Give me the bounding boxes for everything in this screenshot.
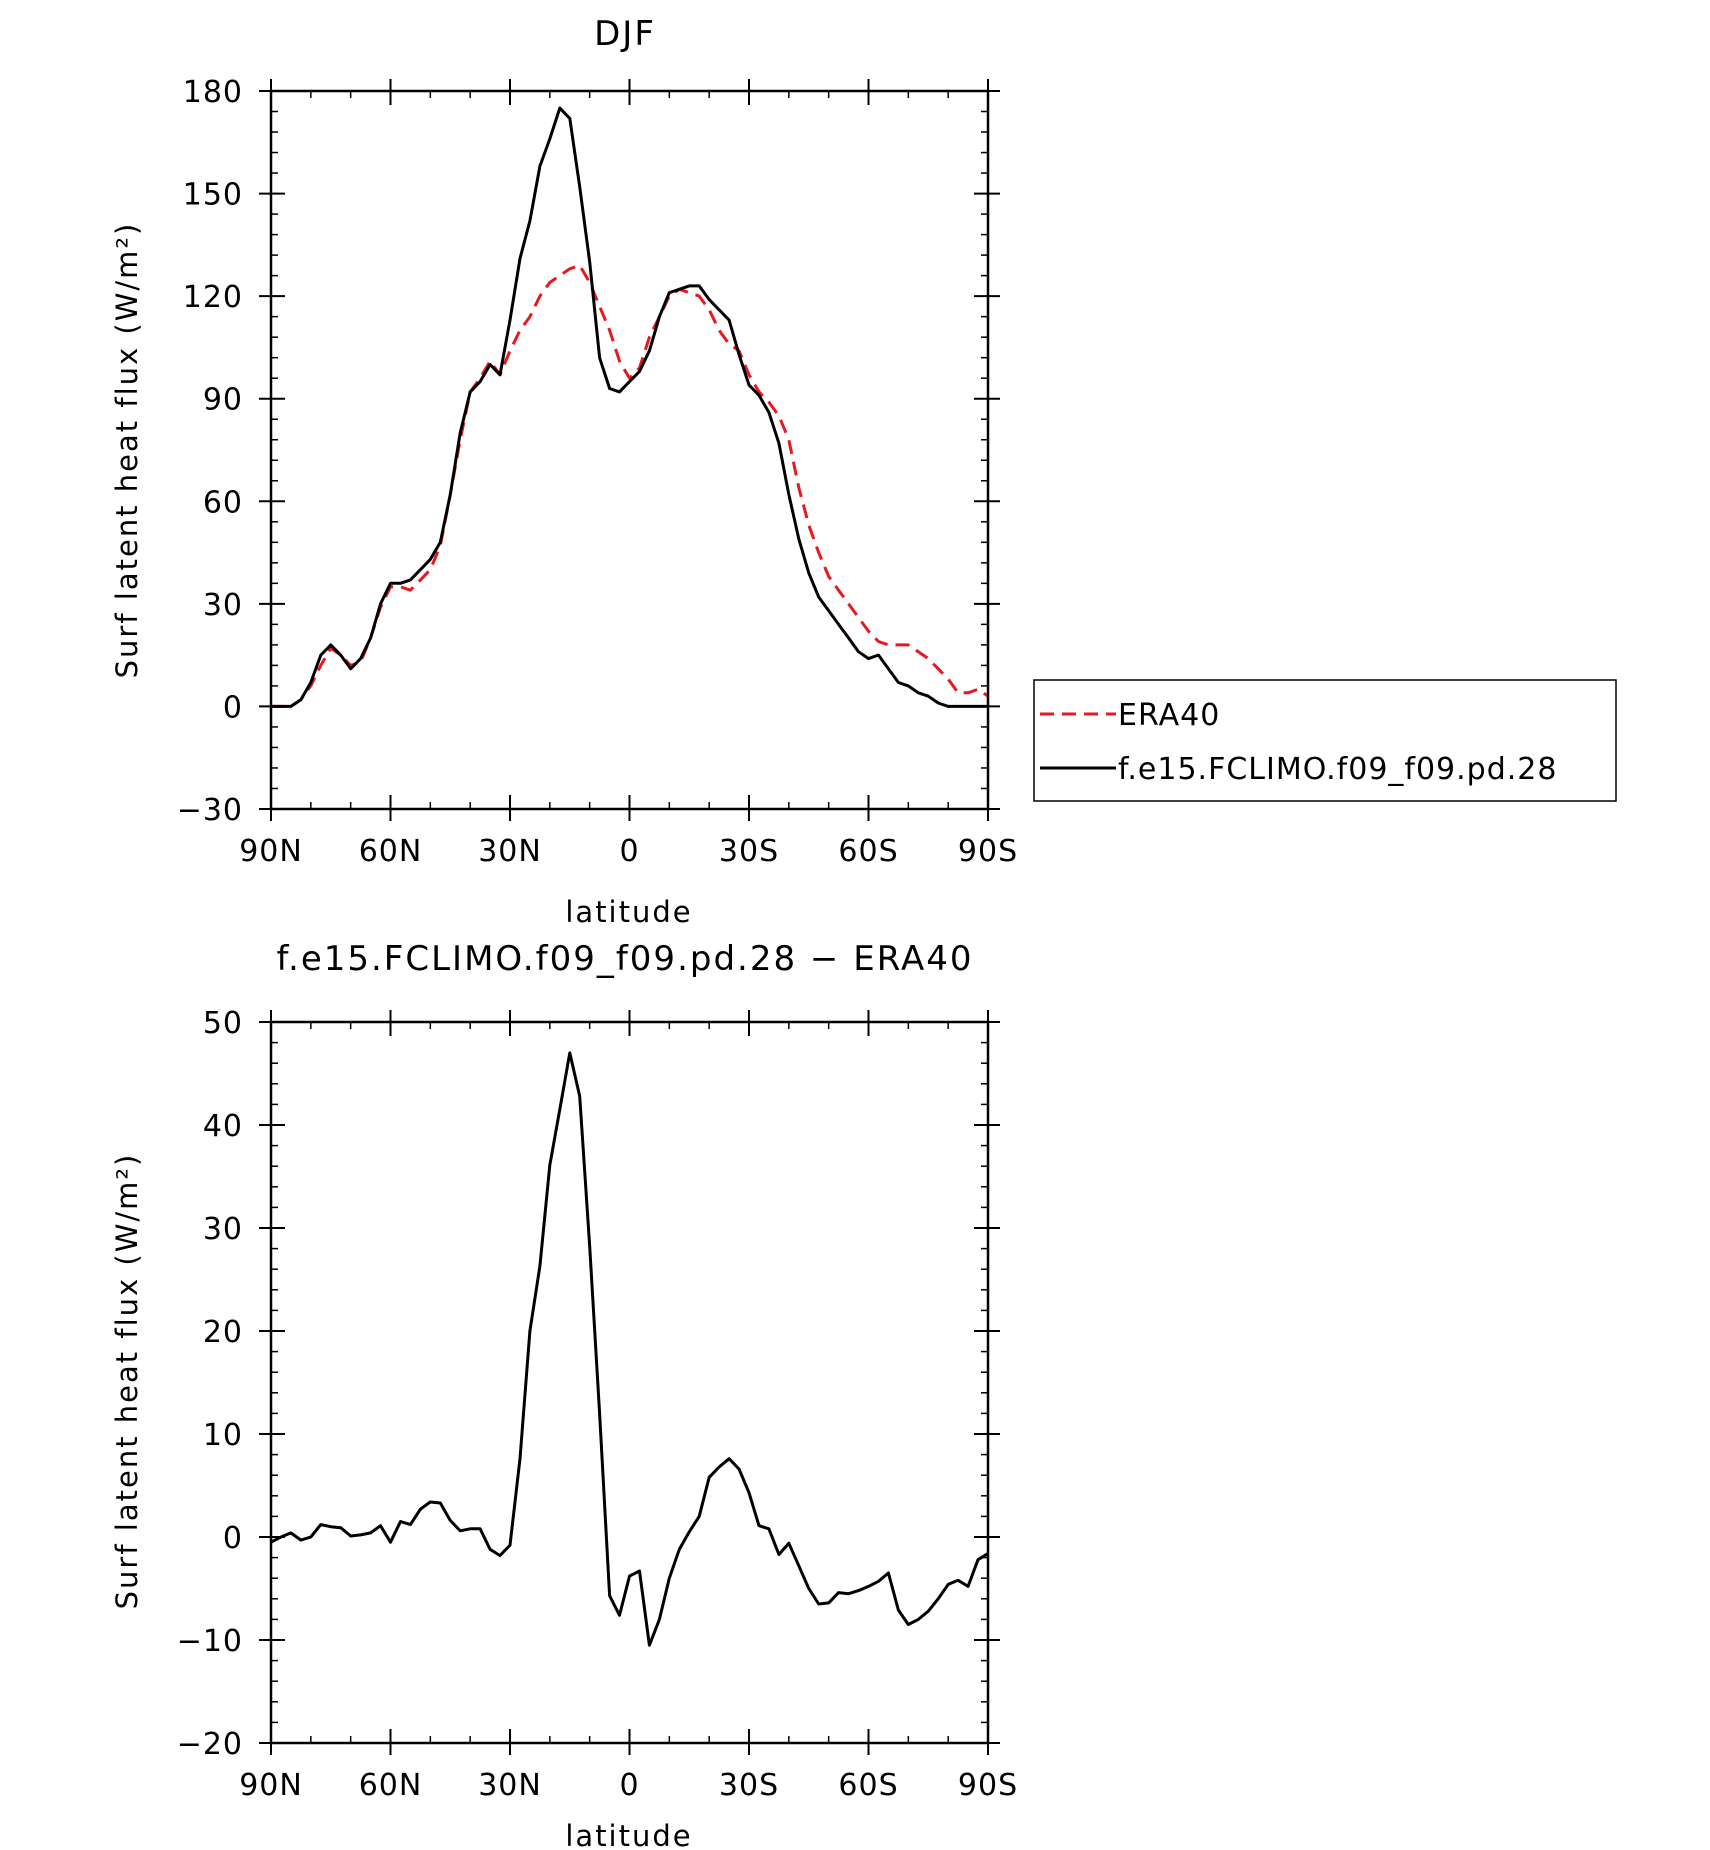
x-tick-label: 60N [359, 834, 423, 869]
series-line-era40 [271, 263, 989, 708]
bottom-chart-ticks [259, 1010, 1000, 1755]
x-tick-label: 90N [239, 1768, 303, 1803]
top-chart-title: DJF [594, 14, 656, 54]
y-tick-label: 20 [203, 1315, 243, 1350]
bottom-chart-title: f.e15.FCLIMO.f09_f09.pd.28 − ERA40 [277, 939, 974, 979]
top-chart: DJF 90N 60N 30N 0 30S 60S 90S −30 0 30 60 90 120 150 1… [110, 14, 1617, 929]
y-tick-label: −20 [177, 1727, 243, 1762]
x-tick-label: 90S [958, 834, 1018, 869]
y-tick-label: 90 [203, 383, 243, 418]
y-tick-label: −10 [177, 1624, 243, 1659]
x-tick-label: 30S [719, 1768, 779, 1803]
legend-label-era40: ERA40 [1118, 698, 1220, 733]
x-tick-label: 30N [478, 834, 542, 869]
top-chart-ticks [259, 79, 1000, 821]
top-chart-series [271, 106, 989, 708]
y-tick-label: 0 [223, 690, 243, 725]
x-tick-label: 90N [239, 834, 303, 869]
top-chart-xlabel: latitude [565, 895, 692, 929]
bottom-chart-series [270, 1051, 989, 1647]
legend-label-model: f.e15.FCLIMO.f09_f09.pd.28 [1118, 752, 1557, 787]
y-tick-label: 120 [183, 280, 243, 315]
x-tick-label: 60N [359, 1768, 423, 1803]
top-chart-ylabel: Surf latent heat flux (W/m²) [110, 222, 144, 679]
x-tick-label: 60S [838, 1768, 898, 1803]
y-tick-label: −30 [177, 793, 243, 828]
y-tick-label: 10 [203, 1418, 243, 1453]
bottom-chart-tick-labels: 90N 60N 30N 0 30S 60S 90S −20 −10 0 10 20 30 40 50 [177, 1006, 1018, 1803]
bottom-chart-frame [269, 1020, 990, 1745]
x-tick-label: 0 [619, 834, 639, 869]
bottom-chart: f.e15.FCLIMO.f09_f09.pd.28 − ERA40 90N 60… [110, 939, 1018, 1850]
bottom-chart-ylabel: Surf latent heat flux (W/m²) [110, 1153, 144, 1610]
y-tick-label: 40 [203, 1109, 243, 1144]
series-line-difference [270, 1051, 989, 1647]
legend-box [1033, 679, 1617, 802]
y-tick-label: 0 [223, 1521, 243, 1556]
y-tick-label: 150 [183, 178, 243, 213]
y-tick-label: 60 [203, 485, 243, 520]
legend: ERA40 f.e15.FCLIMO.f09_f09.pd.28 [1033, 679, 1617, 802]
x-tick-label: 30N [478, 1768, 542, 1803]
x-tick-label: 60S [838, 834, 898, 869]
y-tick-label: 180 [183, 75, 243, 110]
y-tick-label: 30 [203, 588, 243, 623]
top-chart-tick-labels: 90N 60N 30N 0 30S 60S 90S −30 0 30 60 90 120 150 180 [177, 75, 1018, 869]
x-tick-label: 0 [619, 1768, 639, 1803]
y-tick-label: 50 [203, 1006, 243, 1041]
x-tick-label: 90S [958, 1768, 1018, 1803]
y-tick-label: 30 [203, 1212, 243, 1247]
series-line-f-e15-fclimo-f09-f09-pd-28 [271, 106, 988, 708]
bottom-chart-xlabel: latitude [565, 1819, 692, 1850]
top-chart-frame [269, 89, 990, 811]
x-tick-label: 30S [719, 834, 779, 869]
